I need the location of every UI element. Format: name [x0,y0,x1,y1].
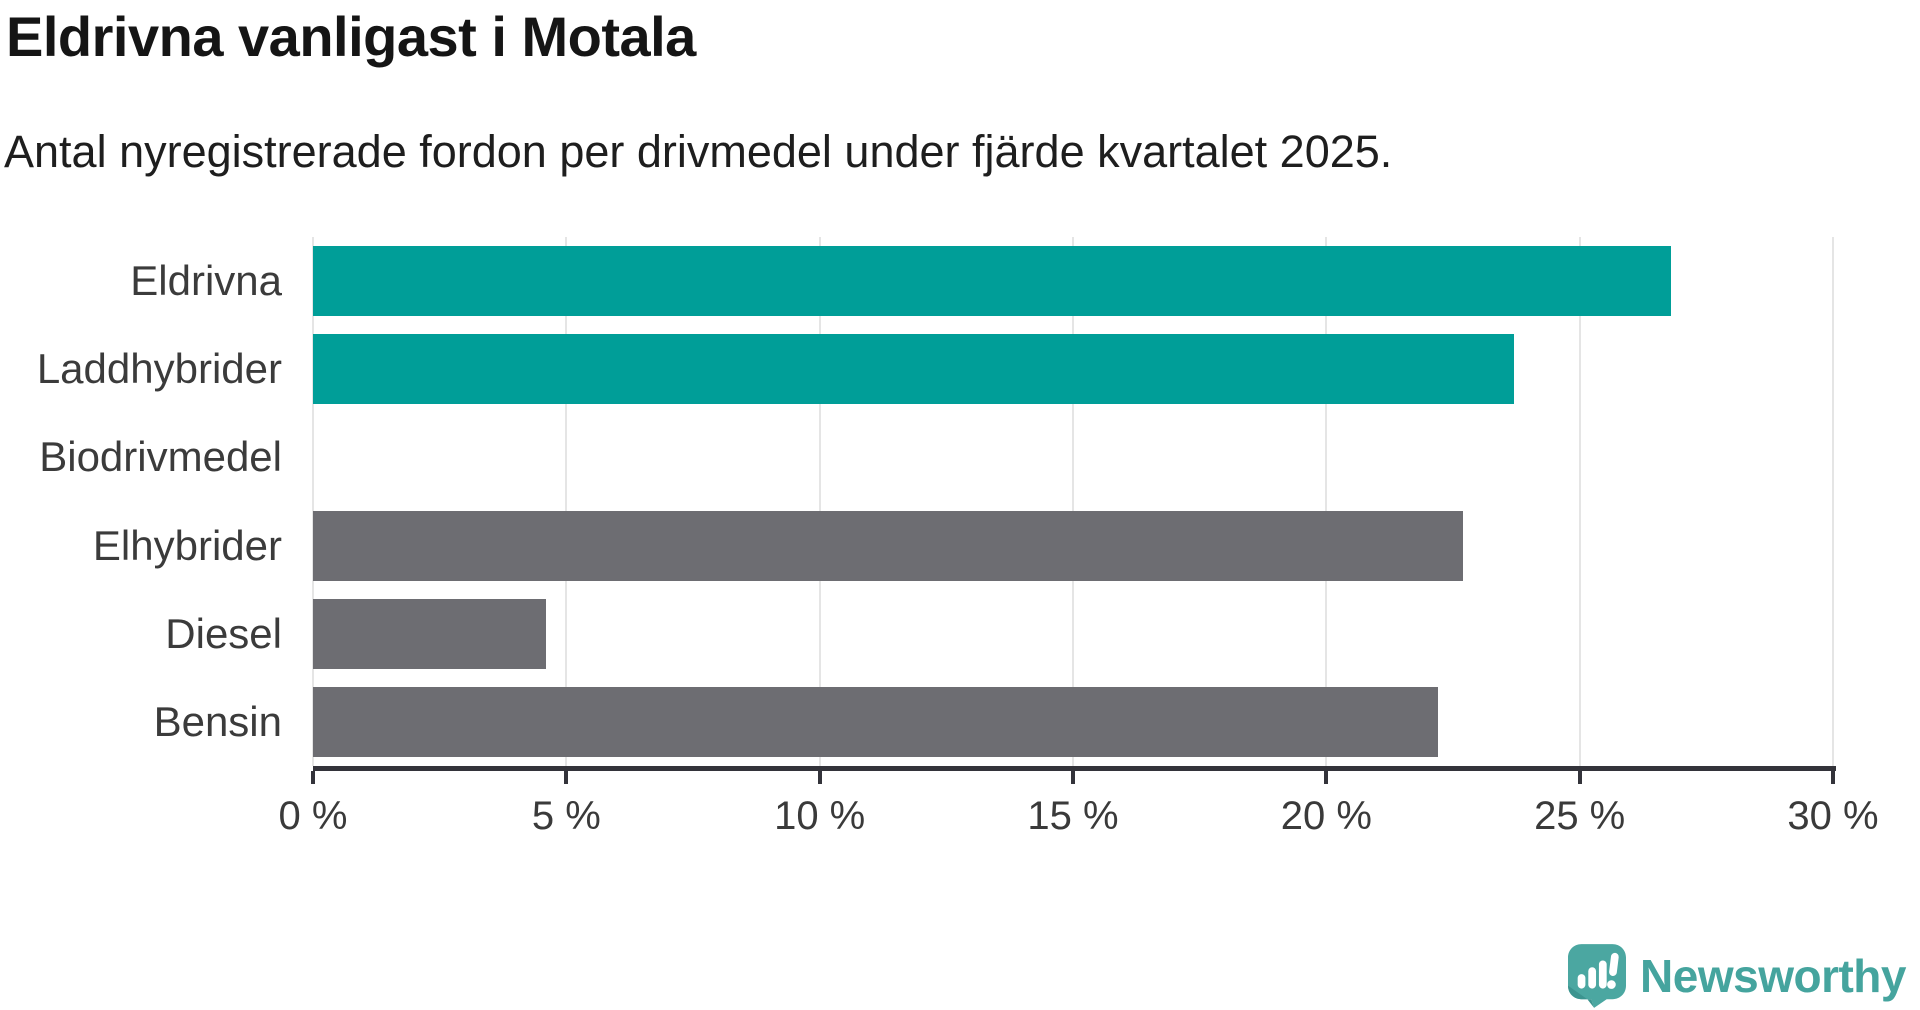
x-axis-tick-label: 30 % [1787,794,1879,838]
category-label: Biodrivmedel [39,433,282,481]
x-axis-tick-label: 20 % [1280,794,1372,838]
x-axis-tick-label: 15 % [1027,794,1119,838]
bar-laddhybrider [313,334,1514,405]
category-label: Eldrivna [130,257,282,305]
x-axis-line [313,766,1836,771]
gridline [565,237,568,766]
x-axis-tick [1831,771,1835,784]
x-axis-tick-label: 5 % [531,794,601,838]
category-label: Bensin [153,697,282,745]
chart-title: Eldrivna vanligast i Motala [6,5,696,68]
newsworthy-logo-icon [1568,944,1627,1008]
category-label: Elhybrider [92,521,282,569]
bar-eldrivna [313,246,1671,317]
bar-elhybrider [313,510,1464,581]
x-axis-tick-label: 0 % [278,794,348,838]
category-label: Laddhybrider [36,345,282,393]
newsworthy-logo: Newsworthy [1568,944,1906,1008]
gridline [312,237,314,766]
x-axis-tick [817,771,822,784]
x-axis-tick [311,771,315,784]
newsworthy-logo-text: Newsworthy [1640,950,1906,1002]
category-label: Diesel [165,609,282,657]
gridline [1072,237,1074,766]
x-axis-tick-label: 25 % [1534,794,1626,838]
bar-diesel [313,598,547,669]
x-axis-tick [1577,771,1582,784]
gridline [1325,237,1328,766]
gridline [1578,237,1581,766]
x-axis-tick [564,771,569,784]
gridline [1832,237,1834,766]
gridline [818,237,821,766]
x-axis-tick [1071,771,1075,784]
x-axis-tick-label: 10 % [774,794,866,838]
bar-bensin [313,686,1438,757]
x-axis-tick [1324,771,1329,784]
chart-subtitle: Antal nyregistrerade fordon per drivmede… [4,126,1393,177]
